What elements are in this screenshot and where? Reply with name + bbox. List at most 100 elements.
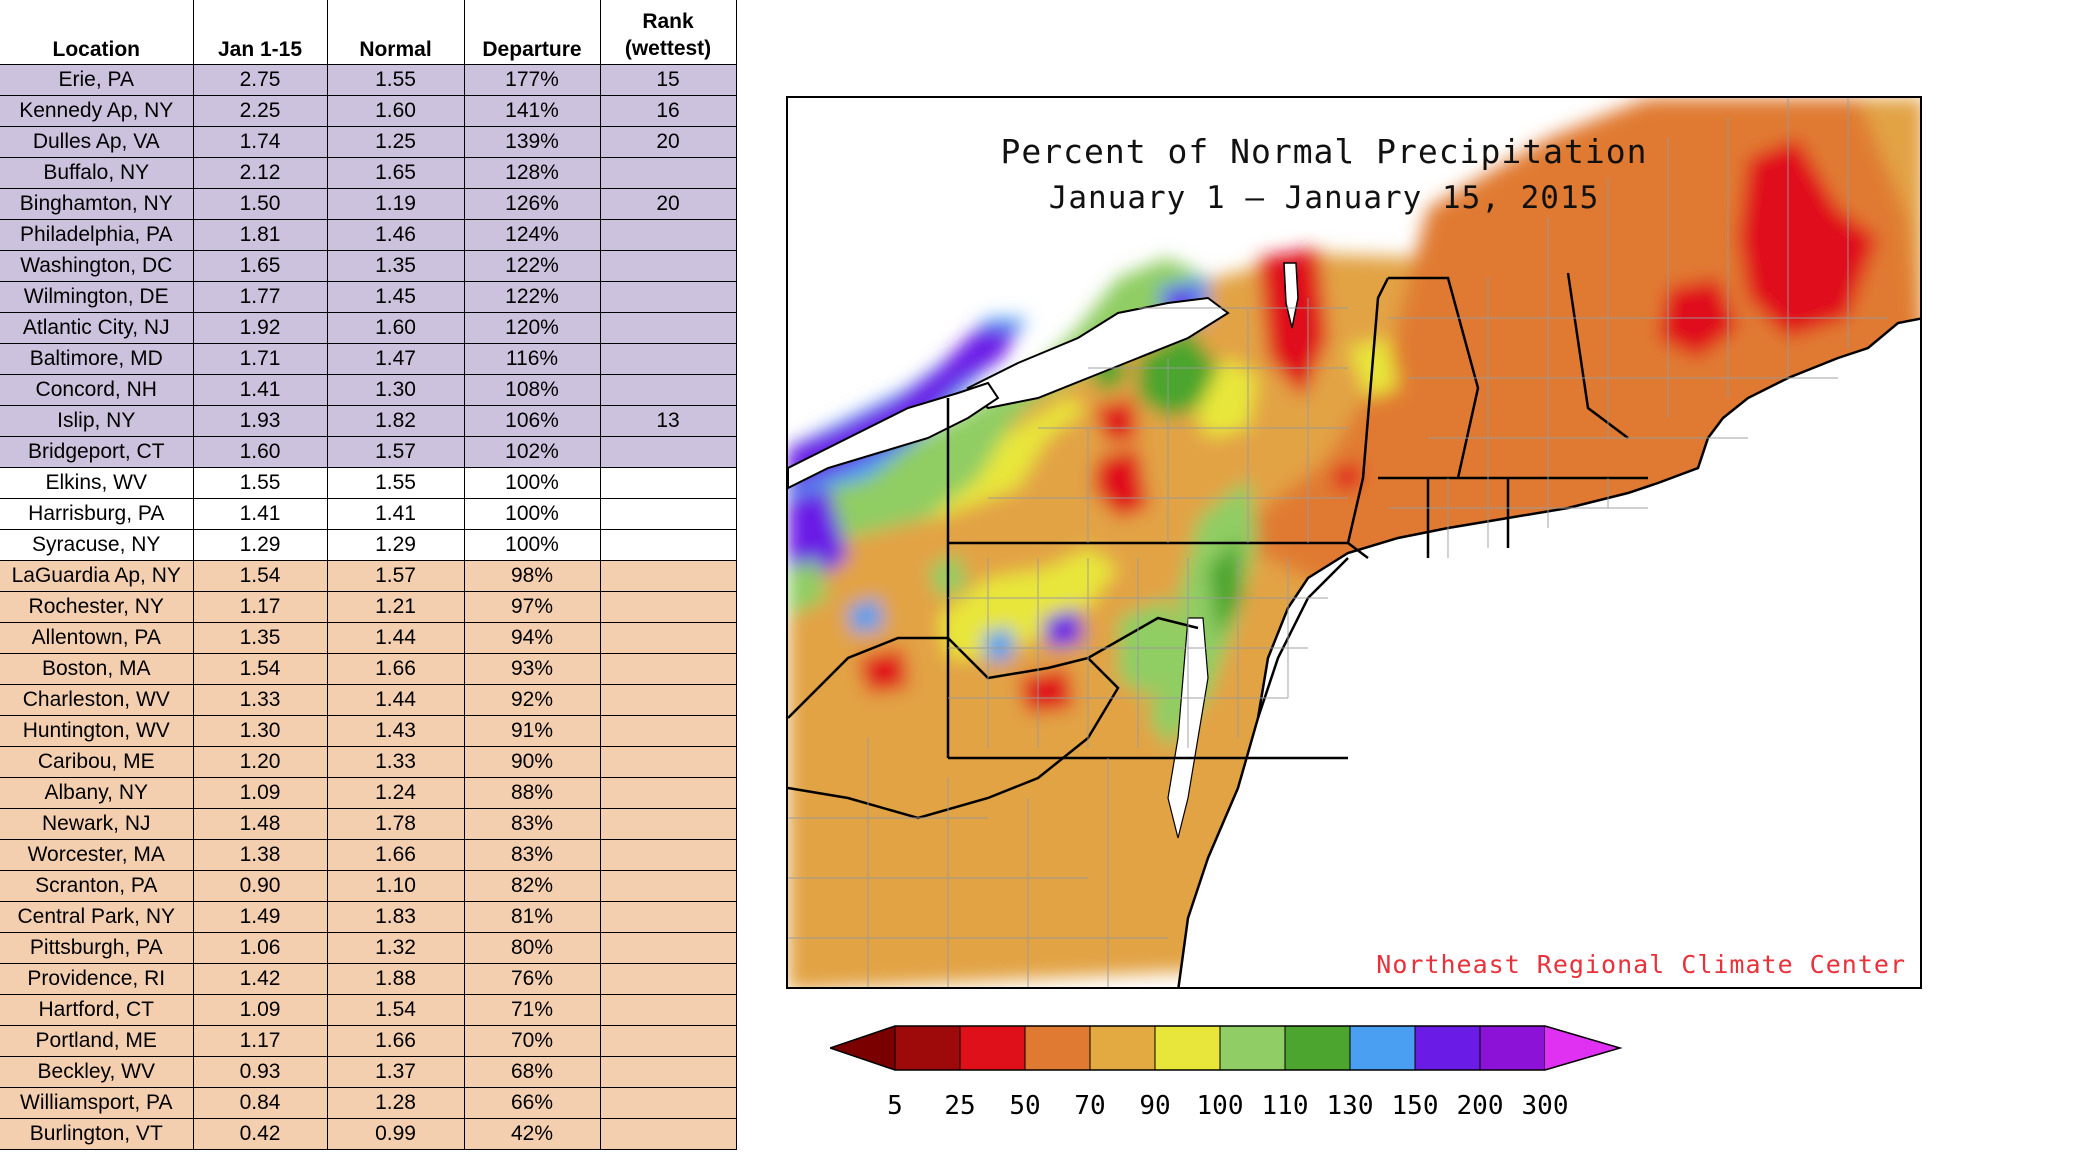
- cell-location: Syracuse, NY: [0, 529, 194, 561]
- legend-tick-label: 200: [1457, 1091, 1504, 1121]
- cell-rank: [599, 994, 737, 1026]
- cell-normal: 1.24: [326, 777, 465, 809]
- cell-normal: 1.66: [326, 1025, 465, 1057]
- table-row: Worcester, MA 1.38 1.66 83%: [0, 839, 737, 871]
- legend-swatch: [1479, 1025, 1546, 1071]
- cell-departure: 106%: [463, 405, 601, 437]
- header-rank-line2: (wettest): [624, 37, 712, 60]
- cell-location: Rochester, NY: [0, 591, 194, 623]
- cell-rank: [599, 901, 737, 933]
- cell-rank: [599, 715, 737, 747]
- cell-departure: 120%: [463, 312, 601, 344]
- table-row: Buffalo, NY 2.12 1.65 128%: [0, 157, 737, 189]
- cell-departure: 88%: [463, 777, 601, 809]
- cell-rank: 20: [599, 188, 737, 220]
- cell-rank: [599, 436, 737, 468]
- table-row: Washington, DC 1.65 1.35 122%: [0, 250, 737, 282]
- cell-departure: 141%: [463, 95, 601, 127]
- cell-normal: 1.46: [326, 219, 465, 251]
- cell-departure: 90%: [463, 746, 601, 778]
- cell-location: Allentown, PA: [0, 622, 194, 654]
- cell-jan: 1.09: [192, 994, 328, 1026]
- cell-location: Worcester, MA: [0, 839, 194, 871]
- table-row: Erie, PA 2.75 1.55 177% 15: [0, 64, 737, 96]
- table-row: Allentown, PA 1.35 1.44 94%: [0, 622, 737, 654]
- cell-jan: 1.49: [192, 901, 328, 933]
- cell-departure: 70%: [463, 1025, 601, 1057]
- cell-departure: 81%: [463, 901, 601, 933]
- cell-departure: 42%: [463, 1118, 601, 1150]
- cell-location: Caribou, ME: [0, 746, 194, 778]
- cell-departure: 94%: [463, 622, 601, 654]
- map-credit: Northeast Regional Climate Center: [1376, 950, 1906, 979]
- cell-location: Philadelphia, PA: [0, 219, 194, 251]
- cell-rank: [599, 591, 737, 623]
- cell-normal: 1.10: [326, 870, 465, 902]
- cell-normal: 1.28: [326, 1087, 465, 1119]
- cell-rank: 15: [599, 64, 737, 96]
- table-row: Burlington, VT 0.42 0.99 42%: [0, 1118, 737, 1150]
- cell-jan: 1.17: [192, 1025, 328, 1057]
- cell-jan: 2.12: [192, 157, 328, 189]
- legend-tick-label: 50: [1009, 1091, 1040, 1121]
- legend-tick-label: 300: [1522, 1091, 1569, 1121]
- cell-jan: 1.38: [192, 839, 328, 871]
- cell-location: Albany, NY: [0, 777, 194, 809]
- cell-jan: 1.55: [192, 467, 328, 499]
- map-subtitle: January 1 – January 15, 2015: [1048, 180, 1600, 216]
- cell-location: Newark, NJ: [0, 808, 194, 840]
- cell-jan: 1.74: [192, 126, 328, 158]
- legend-tick-label: 100: [1197, 1091, 1244, 1121]
- cell-normal: 1.25: [326, 126, 465, 158]
- cell-location: Erie, PA: [0, 64, 194, 96]
- cell-jan: 1.20: [192, 746, 328, 778]
- cell-rank: [599, 1056, 737, 1088]
- table-row: Williamsport, PA 0.84 1.28 66%: [0, 1087, 737, 1119]
- table-row: Atlantic City, NJ 1.92 1.60 120%: [0, 312, 737, 344]
- table-row: Kennedy Ap, NY 2.25 1.60 141% 16: [0, 95, 737, 127]
- cell-departure: 92%: [463, 684, 601, 716]
- cell-normal: 1.55: [326, 64, 465, 96]
- header-rank: Rank (wettest): [599, 0, 737, 65]
- cell-jan: 1.92: [192, 312, 328, 344]
- legend-swatch: [1089, 1025, 1156, 1071]
- table-header-row: Location Jan 1-15 Normal Departure Rank …: [0, 0, 737, 65]
- cell-normal: 1.35: [326, 250, 465, 282]
- cell-normal: 1.78: [326, 808, 465, 840]
- cell-location: Kennedy Ap, NY: [0, 95, 194, 127]
- cell-normal: 1.44: [326, 622, 465, 654]
- cell-location: Bridgeport, CT: [0, 436, 194, 468]
- table-row: Wilmington, DE 1.77 1.45 122%: [0, 281, 737, 313]
- cell-rank: [599, 839, 737, 871]
- cell-departure: 128%: [463, 157, 601, 189]
- legend-tick-label: 70: [1074, 1091, 1105, 1121]
- table-row: Providence, RI 1.42 1.88 76%: [0, 963, 737, 995]
- cell-rank: [599, 963, 737, 995]
- cell-normal: 1.44: [326, 684, 465, 716]
- cell-departure: 100%: [463, 529, 601, 561]
- table-row: Harrisburg, PA 1.41 1.41 100%: [0, 498, 737, 530]
- cell-normal: 1.60: [326, 312, 465, 344]
- cell-normal: 1.88: [326, 963, 465, 995]
- cell-jan: 1.65: [192, 250, 328, 282]
- cell-location: Williamsport, PA: [0, 1087, 194, 1119]
- cell-rank: [599, 529, 737, 561]
- cell-jan: 0.93: [192, 1056, 328, 1088]
- cell-location: Atlantic City, NJ: [0, 312, 194, 344]
- cell-jan: 2.25: [192, 95, 328, 127]
- legend-tick-label: 25: [944, 1091, 975, 1121]
- color-legend: 5 25 50 70 90 100 110 130 150 200 300: [830, 1024, 1890, 1124]
- cell-rank: [599, 808, 737, 840]
- cell-rank: [599, 932, 737, 964]
- table-row: Central Park, NY 1.49 1.83 81%: [0, 901, 737, 933]
- map-title: Percent of Normal Precipitation: [1000, 132, 1648, 171]
- cell-normal: 1.55: [326, 467, 465, 499]
- cell-location: Beckley, WV: [0, 1056, 194, 1088]
- table-row: Concord, NH 1.41 1.30 108%: [0, 374, 737, 406]
- cell-departure: 83%: [463, 839, 601, 871]
- cell-location: Buffalo, NY: [0, 157, 194, 189]
- cell-departure: 116%: [463, 343, 601, 375]
- legend-swatch: [1414, 1025, 1481, 1071]
- cell-departure: 76%: [463, 963, 601, 995]
- cell-rank: [599, 560, 737, 592]
